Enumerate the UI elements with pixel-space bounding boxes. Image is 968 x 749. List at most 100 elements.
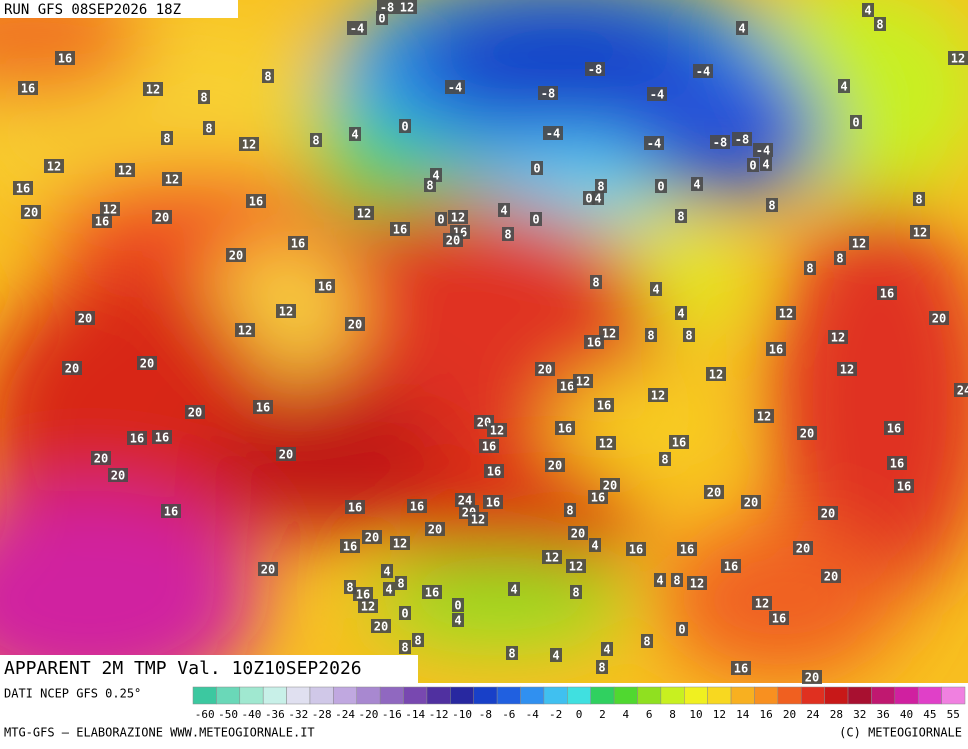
map-label-box: [954, 383, 968, 397]
map-label-box: [555, 421, 575, 435]
map-label-box: [399, 119, 411, 133]
map-label-box: [506, 646, 518, 660]
map-label-box: [288, 236, 308, 250]
map-label-box: [395, 576, 407, 590]
map-label: 16: [393, 223, 407, 237]
map-label-box: [550, 648, 562, 662]
map-label-box: [671, 573, 683, 587]
map-label: 16: [487, 465, 501, 479]
map-label: 16: [164, 505, 178, 519]
map-label: 8: [346, 581, 353, 595]
colorbar-tick-label: -40: [242, 708, 262, 721]
map-label-box: [92, 214, 112, 228]
colorbar-swatch: [613, 686, 638, 705]
map-label: 0: [678, 623, 685, 637]
map-label-box: [675, 306, 687, 320]
map-label-box: [590, 275, 602, 289]
map-label: 20: [538, 363, 552, 377]
map-label-box: [479, 439, 499, 453]
map-label-box: [687, 576, 707, 590]
map-label-box: [13, 181, 33, 195]
colorbar-tick-label: 14: [736, 708, 750, 721]
colorbar-tick-label: 4: [622, 708, 629, 721]
map-label: 0: [437, 213, 444, 227]
map-label: 16: [724, 560, 738, 574]
map-label: 12: [852, 237, 866, 251]
map-label-box: [198, 90, 210, 104]
map-label: 8: [876, 18, 883, 32]
map-label-box: [600, 478, 620, 492]
map-field: [0, 0, 968, 683]
colorbar-swatch: [239, 686, 264, 705]
map-label: 16: [348, 501, 362, 515]
map-label-box: [424, 178, 436, 192]
map-label: 20: [261, 563, 275, 577]
footer-right: (C) METEOGIORNALE: [839, 726, 962, 740]
colorbar-swatch: [754, 686, 779, 705]
map-label-box: [913, 192, 925, 206]
map-label-box: [443, 233, 463, 247]
map-label-box: [675, 209, 687, 223]
map-label: 12: [357, 207, 371, 221]
colorbar-swatch: [824, 686, 849, 705]
map-label-box: [566, 559, 586, 573]
map-label: 20: [229, 249, 243, 263]
map-label-box: [345, 317, 365, 331]
map-label-box: [383, 582, 395, 596]
map-label: 16: [343, 540, 357, 554]
map-label-box: [818, 506, 838, 520]
map-label: 20: [744, 496, 758, 510]
map-label-box: [262, 69, 274, 83]
map-label: 16: [591, 491, 605, 505]
map-label-box: [877, 286, 897, 300]
map-label: -8: [713, 136, 727, 150]
map-label-box: [353, 587, 373, 601]
map-label: 8: [768, 199, 775, 213]
map-label-box: [381, 564, 393, 578]
map-label-box: [452, 598, 464, 612]
map-label-box: [874, 17, 886, 31]
map-label-box: [584, 335, 604, 349]
map-label-box: [18, 81, 38, 95]
map-label-box: [347, 21, 367, 35]
map-label: 20: [428, 523, 442, 537]
map-label-box: [766, 198, 778, 212]
map-label-box: [721, 559, 741, 573]
map-label-box: [849, 236, 869, 250]
map-label: 16: [256, 401, 270, 415]
map-label-box: [226, 248, 246, 262]
map-label: 20: [932, 312, 946, 326]
map-label: 4: [510, 583, 517, 597]
map-label: 12: [238, 324, 252, 338]
map-label-box: [596, 436, 616, 450]
map-label: 16: [772, 612, 786, 626]
map-label: 4: [552, 649, 559, 663]
map-label-box: [887, 456, 907, 470]
map-label-box: [44, 159, 64, 173]
map-label-box: [127, 431, 147, 445]
colorbar-tick-label: -8: [479, 708, 492, 721]
map-label: 20: [821, 507, 835, 521]
map-label-box: [535, 362, 555, 376]
map-label: 12: [242, 138, 256, 152]
map-label: 4: [652, 283, 659, 297]
map-label-box: [588, 490, 608, 504]
colorbar-tick-label: -10: [452, 708, 472, 721]
map-label: 0: [454, 599, 461, 613]
map-label: 4: [385, 583, 392, 597]
map-label: 20: [140, 357, 154, 371]
map-label-box: [644, 136, 664, 150]
map-label-box: [804, 261, 816, 275]
colorbar-tick-label: 20: [783, 708, 796, 721]
map-label: 16: [482, 440, 496, 454]
map-label-box: [601, 642, 613, 656]
map-label: 12: [361, 600, 375, 614]
map-label-box: [502, 227, 514, 241]
map-label: 16: [130, 432, 144, 446]
map-label-box: [371, 619, 391, 633]
map-label: -4: [546, 127, 560, 141]
map-label-box: [161, 504, 181, 518]
map-label-box: [641, 634, 653, 648]
map-label: 4: [864, 4, 871, 18]
colorbar-tick-label: -2: [549, 708, 562, 721]
